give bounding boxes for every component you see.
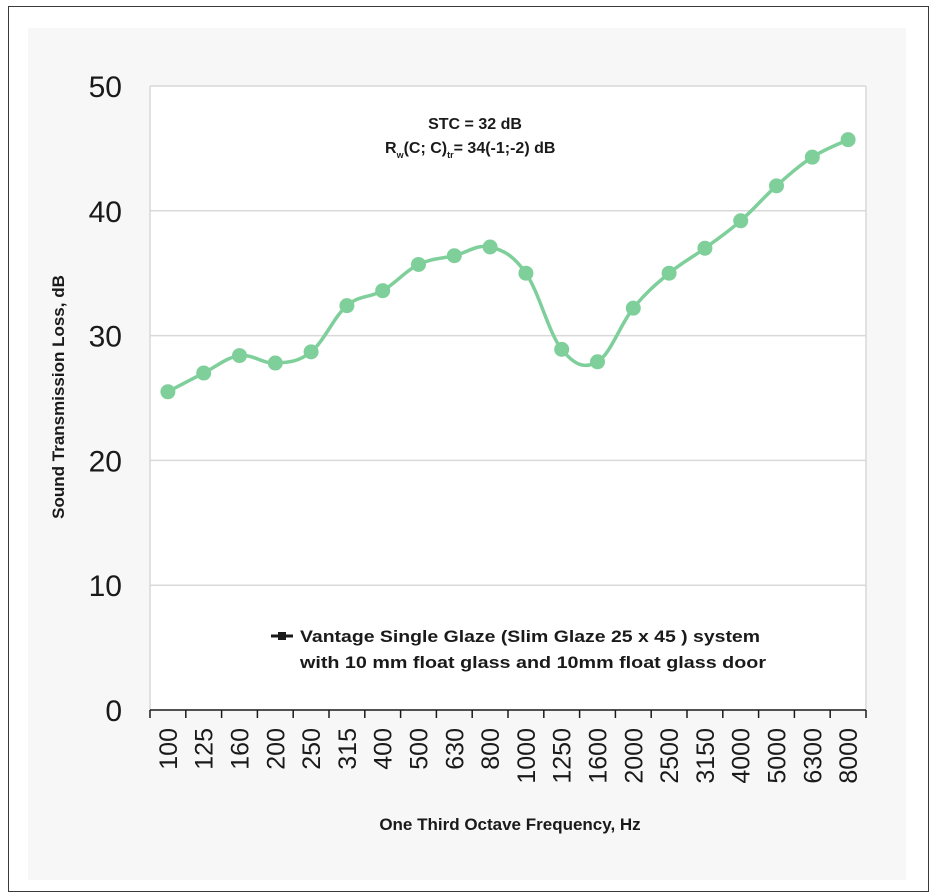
x-tick-label: 630 xyxy=(441,728,469,770)
x-tick-labels: 100 125 160 200 250 315 400 500 630 800 1000 1250 16… xyxy=(155,728,863,784)
rw-annotation: Rw(C; C)tr= 34(-1;-2) dB xyxy=(385,140,555,160)
gridlines xyxy=(150,85,866,710)
x-tick-label: 1000 xyxy=(513,728,541,784)
data-point xyxy=(518,265,534,281)
data-point xyxy=(840,132,856,148)
stc-annotation: STC = 32 dB xyxy=(428,116,522,133)
data-point xyxy=(446,248,462,264)
data-point xyxy=(625,300,641,316)
data-point xyxy=(769,178,784,194)
data-point xyxy=(697,240,713,256)
x-tick-label: 100 xyxy=(155,728,183,770)
data-point xyxy=(590,354,605,370)
y-tick-label: 10 xyxy=(89,570,122,603)
rw-sub-w: w xyxy=(396,150,405,160)
data-point xyxy=(661,265,677,281)
x-tick-label: 4000 xyxy=(728,728,756,784)
data-point xyxy=(411,256,426,272)
y-tick-label: 30 xyxy=(89,321,122,354)
x-tick-label: 160 xyxy=(227,728,255,770)
x-tick-label: 400 xyxy=(370,728,398,770)
y-axis-label: Sound Transmission Loss, dB xyxy=(49,275,68,519)
data-point xyxy=(232,348,247,364)
x-tick-label: 8000 xyxy=(835,728,863,784)
legend-label-line1: Vantage Single Glaze (Slim Glaze 25 x 45… xyxy=(300,627,760,646)
rw-mid: (C; C) xyxy=(404,140,448,157)
x-tick-label: 500 xyxy=(406,728,434,770)
data-point xyxy=(804,149,820,165)
y-tick-label: 40 xyxy=(89,196,122,229)
data-point xyxy=(554,341,570,357)
y-tick-label: 0 xyxy=(105,695,122,728)
x-axis-label: One Third Octave Frequency, Hz xyxy=(379,815,640,834)
x-tick-label: 2000 xyxy=(620,728,648,784)
x-tick-label: 1600 xyxy=(585,728,613,784)
x-tick-label: 1250 xyxy=(549,728,577,784)
data-point xyxy=(375,283,391,299)
plot-area xyxy=(150,86,866,710)
y-tick-labels: 0 10 20 30 40 50 xyxy=(89,71,122,728)
x-tick-label: 3150 xyxy=(692,728,720,784)
legend-square-marker xyxy=(278,632,286,640)
x-tick-label: 5000 xyxy=(764,728,792,784)
axes xyxy=(149,86,867,718)
x-tick-label: 125 xyxy=(191,728,219,770)
data-point xyxy=(196,365,212,381)
x-tick-label: 315 xyxy=(334,728,362,770)
data-point xyxy=(482,239,498,255)
series-group xyxy=(160,132,856,400)
x-tick-label: 6300 xyxy=(799,728,827,784)
data-point xyxy=(267,355,283,371)
rw-r: R xyxy=(385,140,397,157)
data-point xyxy=(160,384,176,400)
legend-label-line2: with 10 mm float glass and 10mm float gl… xyxy=(299,653,767,672)
y-tick-label: 50 xyxy=(89,71,122,104)
data-point xyxy=(339,298,355,314)
y-tick-label: 20 xyxy=(89,445,122,478)
rw-sub-tr: tr xyxy=(447,150,454,160)
x-tick-label: 2500 xyxy=(656,728,684,784)
x-tick-label: 200 xyxy=(262,728,290,770)
data-point xyxy=(733,213,749,229)
x-tick-label: 800 xyxy=(477,728,505,770)
data-point xyxy=(303,344,319,360)
rw-end: = 34(-1;-2) dB xyxy=(454,140,556,157)
legend: Vantage Single Glaze (Slim Glaze 25 x 45… xyxy=(271,627,766,672)
x-tick-label: 250 xyxy=(298,728,326,770)
